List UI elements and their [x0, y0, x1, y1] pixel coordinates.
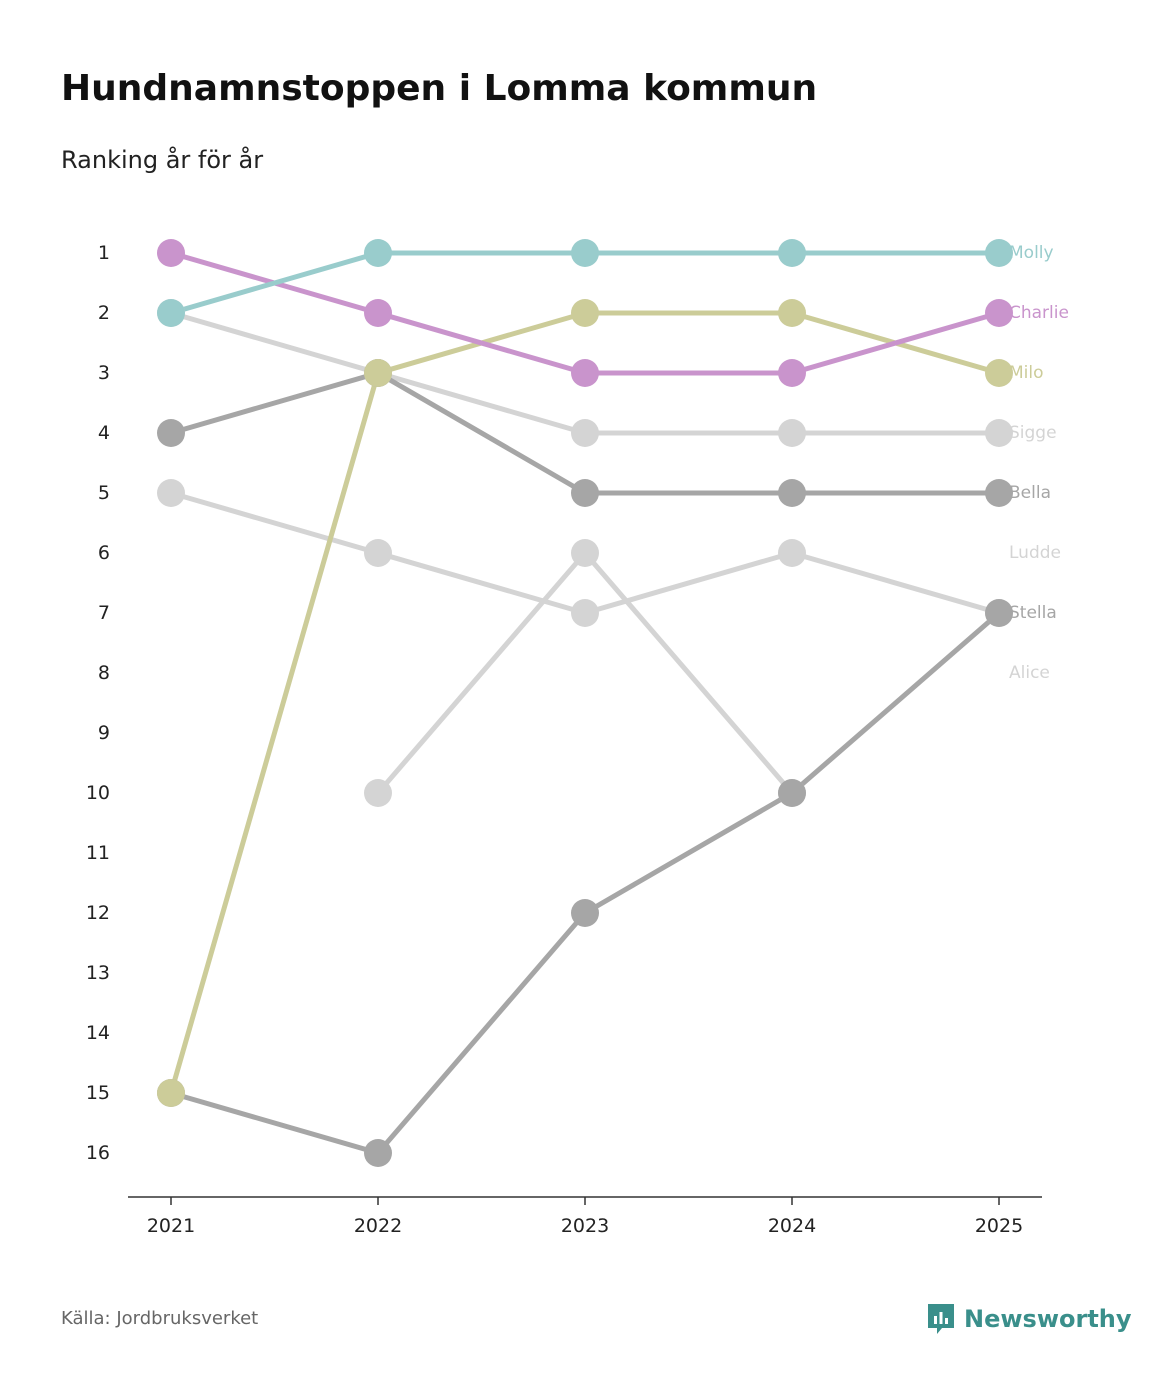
point-molly-2021 — [157, 299, 185, 327]
y-tick-label-8: 8 — [98, 662, 110, 684]
point-milo-2024 — [778, 299, 806, 327]
series-label-molly: Molly — [1009, 243, 1054, 263]
point-molly-2025 — [985, 239, 1013, 267]
y-tick-label-9: 9 — [98, 722, 110, 744]
point-bella-2023 — [571, 479, 599, 507]
point-ludde-2024 — [778, 539, 806, 567]
point-ludde-2021 — [157, 479, 185, 507]
brand-name: Newsworthy — [964, 1305, 1132, 1333]
newsworthy-logo: Newsworthy — [926, 1302, 1132, 1336]
point-milo-2022 — [364, 359, 392, 387]
y-tick-label-10: 10 — [86, 782, 110, 804]
point-sigge-2025 — [985, 419, 1013, 447]
point-milo-2021 — [157, 1079, 185, 1107]
chart-subtitle: Ranking år för år — [61, 146, 264, 174]
point-ludde-2022 — [364, 539, 392, 567]
point-stella-2024 — [778, 779, 806, 807]
point-bella-2025 — [985, 479, 1013, 507]
point-charlie-2023 — [571, 359, 599, 387]
point-stella-2023 — [571, 899, 599, 927]
series-label-alice: Alice — [1009, 663, 1050, 683]
series-label-milo: Milo — [1009, 363, 1044, 383]
y-tick-label-14: 14 — [86, 1022, 110, 1044]
point-milo-2023 — [571, 299, 599, 327]
series-line-alice — [375, 550, 795, 796]
x-tick-label-2023: 2023 — [561, 1215, 609, 1237]
x-tick-label-2024: 2024 — [768, 1215, 816, 1237]
y-tick-label-11: 11 — [86, 842, 110, 864]
point-stella-2022 — [364, 1139, 392, 1167]
y-tick-label-7: 7 — [98, 602, 110, 624]
point-molly-2024 — [778, 239, 806, 267]
point-molly-2023 — [571, 239, 599, 267]
y-tick-label-15: 15 — [86, 1082, 110, 1104]
series-label-stella: Stella — [1009, 603, 1057, 623]
y-tick-label-3: 3 — [98, 362, 110, 384]
x-tick-label-2022: 2022 — [354, 1215, 402, 1237]
y-tick-label-16: 16 — [86, 1142, 110, 1164]
series-label-sigge: Sigge — [1009, 423, 1057, 443]
point-bella-2021 — [157, 419, 185, 447]
point-charlie-2025 — [985, 299, 1013, 327]
series-label-ludde: Ludde — [1009, 543, 1061, 563]
point-charlie-2024 — [778, 359, 806, 387]
point-ludde-2023 — [571, 599, 599, 627]
series-label-bella: Bella — [1009, 483, 1051, 503]
source-note: Källa: Jordbruksverket — [61, 1308, 259, 1329]
point-bella-2024 — [778, 479, 806, 507]
y-tick-label-1: 1 — [98, 242, 110, 264]
y-tick-label-13: 13 — [86, 962, 110, 984]
point-sigge-2024 — [778, 419, 806, 447]
point-charlie-2021 — [157, 239, 185, 267]
series-line-stella — [168, 610, 1002, 1156]
x-tick-label-2025: 2025 — [975, 1215, 1023, 1237]
point-sigge-2023 — [571, 419, 599, 447]
point-milo-2025 — [985, 359, 1013, 387]
y-tick-label-2: 2 — [98, 302, 110, 324]
point-alice-2023 — [571, 539, 599, 567]
y-tick-label-12: 12 — [86, 902, 110, 924]
y-tick-label-6: 6 — [98, 542, 110, 564]
point-molly-2022 — [364, 239, 392, 267]
series-label-charlie: Charlie — [1009, 303, 1069, 323]
x-tick-label-2021: 2021 — [147, 1215, 195, 1237]
y-tick-label-5: 5 — [98, 482, 110, 504]
point-stella-2025 — [985, 599, 1013, 627]
newsworthy-logo-icon — [928, 1304, 954, 1334]
y-tick-label-4: 4 — [98, 422, 110, 444]
point-alice-2022 — [364, 779, 392, 807]
chart-title: Hundnamnstoppen i Lomma kommun — [61, 68, 818, 109]
point-charlie-2022 — [364, 299, 392, 327]
